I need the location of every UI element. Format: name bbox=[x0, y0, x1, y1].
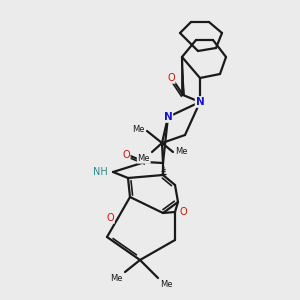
Text: O: O bbox=[167, 73, 175, 83]
Text: Me: Me bbox=[137, 154, 150, 163]
Text: Me: Me bbox=[175, 148, 188, 157]
Text: O: O bbox=[106, 213, 114, 223]
Text: O: O bbox=[122, 150, 130, 160]
Text: Me: Me bbox=[110, 274, 123, 283]
Polygon shape bbox=[182, 57, 184, 95]
Text: O: O bbox=[179, 207, 187, 217]
Text: Me: Me bbox=[160, 280, 172, 289]
Text: NH: NH bbox=[93, 167, 108, 177]
Text: N: N bbox=[164, 112, 172, 122]
Text: Me: Me bbox=[133, 124, 145, 134]
Text: N: N bbox=[196, 97, 204, 107]
